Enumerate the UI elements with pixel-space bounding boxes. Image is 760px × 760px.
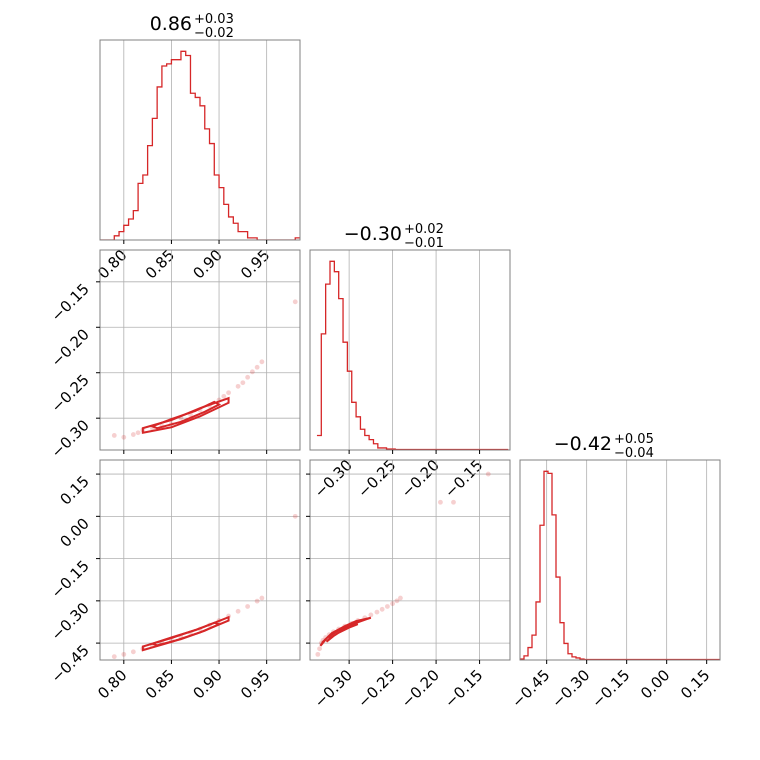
panel-title: −0.42 +0.05−0.04 (554, 432, 654, 461)
plot-area (520, 470, 720, 660)
scatter-point (390, 601, 396, 607)
scatter-point (374, 609, 380, 615)
scatter-point (315, 651, 321, 657)
panel-diag-2: −0.45−0.30−0.15 0.00 0.15 −0.42 +0.05−0.04 (508, 432, 721, 711)
scatter-point (111, 433, 117, 438)
y-tick-label: −0.30 (48, 416, 93, 461)
scatter-point (130, 432, 136, 437)
x-tick-label: 0.00 (637, 666, 673, 702)
density-contour (149, 400, 222, 430)
title-lower-error: −0.02 (194, 26, 234, 41)
x-tick-label: −0.25 (354, 666, 399, 711)
title-value: −0.42 (554, 433, 612, 455)
title-upper-error: +0.02 (404, 222, 444, 237)
scatter-point (438, 499, 443, 505)
x-tick-label: 0.90 (190, 666, 226, 702)
y-tick-label: −0.30 (48, 599, 93, 644)
scatter-point (451, 499, 456, 505)
scatter-point (317, 646, 322, 652)
scatter-point (135, 430, 141, 436)
x-tick-label: −0.30 (311, 666, 356, 711)
x-tick-label: 0.15 (677, 666, 713, 702)
scatter-point (235, 383, 241, 389)
title-upper-error: +0.03 (194, 12, 234, 27)
y-tick-label: −0.15 (48, 280, 93, 325)
density-contour (325, 623, 359, 643)
x-tick-label: −0.30 (548, 666, 593, 711)
scatter-point (292, 299, 298, 305)
title-value: −0.30 (344, 223, 402, 245)
x-tick-label: −0.15 (588, 666, 633, 711)
x-tick-label: −0.45 (508, 666, 553, 711)
scatter-point (235, 608, 241, 614)
scatter-point (121, 651, 127, 657)
scatter-point (259, 359, 265, 365)
title-upper-error: +0.05 (614, 432, 654, 447)
panel-frame (309, 249, 511, 451)
panel-diag-0: 0.80 0.85 0.90 0.950.86 +0.03−0.02 (94, 12, 301, 282)
x-tick-label: −0.15 (441, 666, 486, 711)
histogram-step (520, 470, 720, 660)
scatter-point (226, 390, 231, 396)
scatter-point (259, 595, 265, 601)
panel-title: −0.30 +0.02−0.01 (344, 222, 444, 251)
scatter-point (254, 598, 260, 604)
scatter-point (398, 595, 403, 601)
title-lower-error: −0.01 (404, 236, 444, 251)
panel-diag-1: −0.30−0.25−0.20−0.15−0.30 +0.02−0.01 (309, 222, 511, 501)
scatter-point (292, 513, 298, 519)
y-tick-label: −0.15 (48, 557, 93, 602)
panel-frame (309, 459, 511, 661)
plot-area (315, 471, 491, 657)
scatter-point (130, 649, 136, 655)
plot-area (111, 299, 298, 440)
density-contour (149, 621, 222, 647)
panel-frame (99, 39, 301, 241)
panel-off-2-0: 0.80 0.85 0.90 0.95 −0.45−0.30−0.15 0.00 0.15 (48, 459, 301, 702)
scatter-point (245, 374, 251, 380)
title-value: 0.86 (150, 13, 192, 35)
title-lower-error: −0.04 (614, 446, 654, 461)
x-tick-label: 0.85 (142, 666, 178, 702)
plot-area (100, 50, 300, 240)
scatter-point (485, 471, 491, 477)
y-tick-label: 0.00 (56, 514, 92, 550)
scatter-point (394, 598, 400, 604)
y-tick-label: −0.20 (48, 325, 93, 370)
scatter-point (254, 364, 260, 370)
scatter-point (249, 369, 255, 375)
density-contour (319, 616, 372, 647)
x-tick-label: 0.95 (237, 246, 273, 282)
x-tick-label: 0.95 (237, 666, 273, 702)
scatter-point (111, 654, 117, 660)
x-tick-label: −0.20 (398, 666, 443, 711)
scatter-point (240, 380, 246, 386)
y-tick-label: −0.25 (48, 371, 93, 416)
panel-frame (99, 249, 301, 451)
scatter-point (379, 606, 385, 612)
histogram-step (100, 50, 300, 240)
x-tick-label: 0.85 (142, 246, 178, 282)
plot-area (111, 513, 298, 660)
x-tick-label: 0.90 (190, 246, 226, 282)
y-tick-label: 0.15 (56, 472, 92, 508)
scatter-point (221, 393, 227, 399)
scatter-point (368, 612, 374, 618)
x-tick-label: 0.80 (94, 666, 130, 702)
panel-frame (519, 459, 721, 661)
scatter-point (245, 604, 251, 609)
panel-title: 0.86 +0.03−0.02 (150, 12, 234, 41)
scatter-point (121, 434, 127, 440)
panel-off-1-0: −0.30−0.25−0.20−0.15 (48, 249, 301, 462)
y-tick-label: −0.45 (48, 641, 93, 686)
panel-frame (99, 459, 301, 661)
scatter-point (384, 604, 390, 609)
